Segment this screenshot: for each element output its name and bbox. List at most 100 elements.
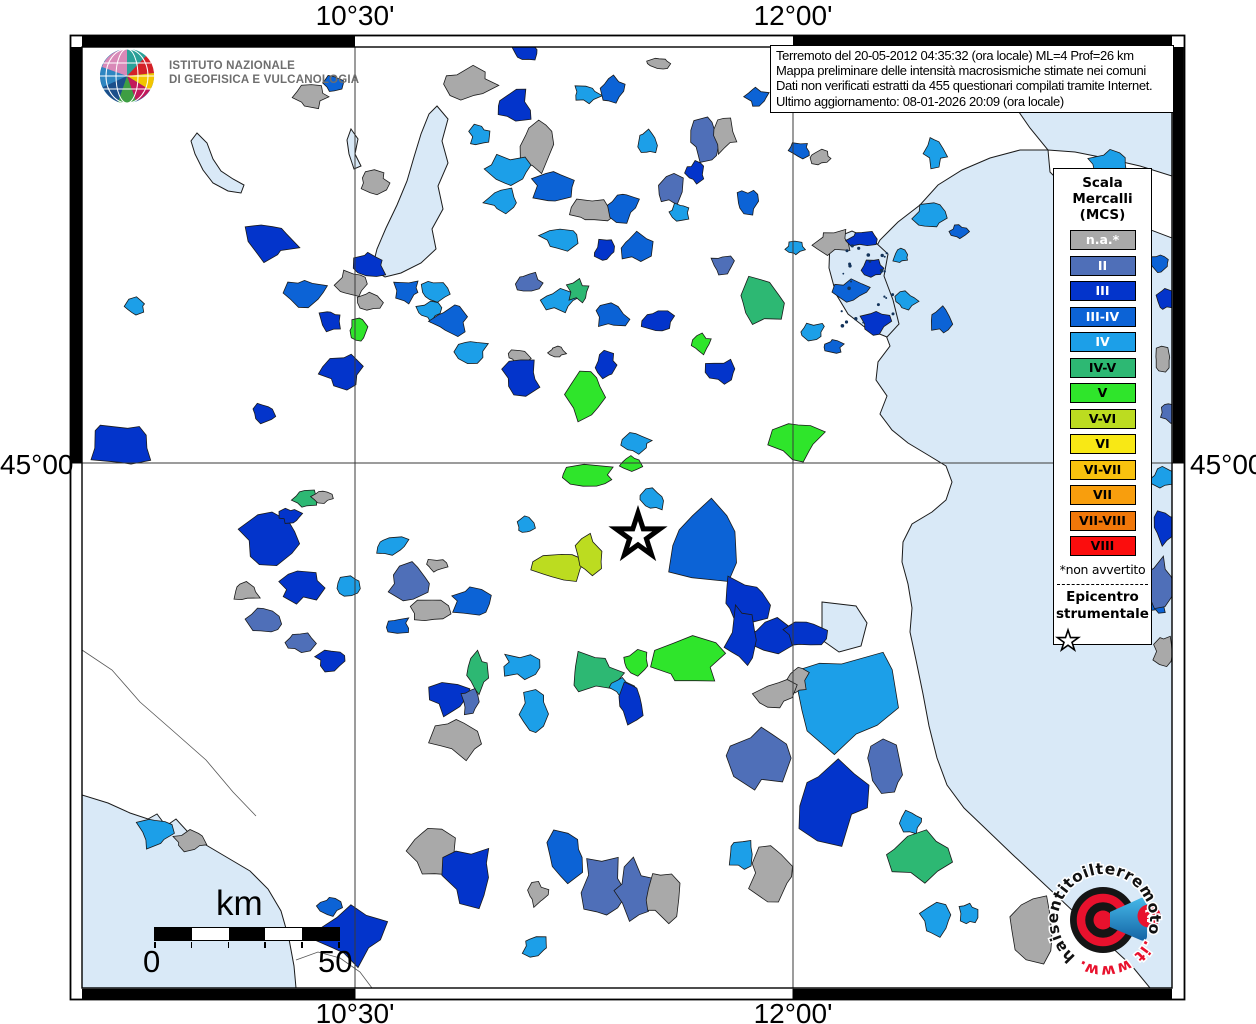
legend-swatch-VI: VI: [1069, 434, 1136, 454]
municipality-polygon: [736, 189, 760, 216]
municipality-polygon: [336, 575, 361, 597]
municipality-polygon: [291, 84, 330, 110]
municipality-polygon: [333, 269, 368, 297]
municipality-polygons: [90, 47, 1172, 969]
municipality-polygon: [1152, 635, 1172, 668]
scale-bar-segments: [154, 927, 340, 941]
municipality-polygon: [349, 317, 369, 342]
municipality-polygon: [501, 359, 541, 397]
municipality-polygon: [684, 159, 705, 185]
municipality-polygon: [453, 341, 490, 365]
municipality-polygon: [574, 532, 603, 577]
municipality-polygon: [844, 230, 878, 247]
municipality-polygon: [441, 847, 490, 910]
municipality-polygon: [595, 302, 631, 328]
municipality-polygon: [428, 682, 471, 718]
municipality-polygon: [521, 936, 547, 958]
municipality-polygon: [620, 230, 654, 262]
region-border: [295, 951, 373, 988]
municipality-polygon: [690, 116, 720, 163]
legend-title: Scala Mercalli (MCS): [1072, 175, 1133, 223]
ingv-logo: ISTITUTO NAZIONALE DI GEOFISICA E VULCAN…: [98, 47, 359, 105]
municipality-polygon: [519, 119, 555, 175]
municipality-polygon: [252, 402, 277, 425]
municipality-polygon: [623, 648, 649, 677]
municipality-polygon: [723, 603, 757, 667]
lon-label-top-left: 10°30': [315, 0, 395, 31]
earthquake-info-box: Terremoto del 20-05-2012 04:35:32 (ora l…: [770, 45, 1174, 113]
municipality-polygon: [607, 193, 640, 224]
question-badge: [1137, 904, 1161, 928]
legend-swatch-VII-VIII: VII-VIII: [1069, 510, 1136, 531]
legend-swatch-II: II: [1069, 255, 1136, 276]
municipality-polygon: [725, 726, 792, 791]
municipality-polygon: [385, 617, 410, 634]
municipality-polygon: [767, 423, 827, 463]
lagoon-islands: [840, 244, 895, 328]
municipality-polygon: [860, 259, 885, 278]
graticule: [82, 47, 1172, 988]
municipality-polygon: [503, 653, 541, 681]
municipality-polygon: [460, 688, 480, 716]
municipality-polygon: [809, 148, 832, 166]
municipality-polygon: [668, 202, 690, 222]
municipality-polygon: [497, 88, 532, 122]
municipality-polygon: [574, 85, 604, 105]
municipality-polygon: [948, 224, 971, 240]
ingv-name-line1: ISTITUTO NAZIONALE: [169, 60, 296, 72]
legend-swatch-IV-V: IV-V: [1069, 357, 1136, 378]
municipality-polygon: [640, 310, 676, 332]
municipality-polygon: [599, 74, 626, 104]
municipality-polygon: [546, 345, 568, 358]
legend-box: Scala Mercalli (MCS) n.a.* II III III-IV IV I…: [1053, 168, 1152, 652]
info-line-data: Dati non verificati estratti da 455 ques…: [776, 78, 1153, 94]
municipality-polygon: [278, 507, 304, 524]
municipality-polygon: [360, 169, 391, 196]
municipality-polygon: [123, 296, 146, 316]
municipality-polygon: [420, 280, 451, 303]
municipality-polygon: [468, 123, 491, 146]
megaphone-cone: [1110, 897, 1147, 941]
municipality-polygon: [613, 856, 657, 923]
municipality-polygon: [580, 856, 628, 916]
municipality-polygon: [918, 901, 952, 938]
municipality-polygon: [530, 553, 587, 582]
municipality-polygon: [428, 719, 482, 762]
municipality-polygon: [740, 275, 785, 326]
municipality-polygon: [352, 251, 387, 277]
municipality-polygon: [958, 902, 979, 925]
municipality-polygon: [728, 840, 753, 870]
municipality-polygon: [922, 137, 949, 170]
ingv-name-line2: DI GEOFISICA E VULCANOLOGIA: [169, 73, 360, 86]
municipality-polygon: [443, 64, 500, 101]
municipality-polygon: [646, 57, 672, 70]
municipality-polygon: [645, 873, 681, 925]
epicenter-star: [608, 504, 668, 562]
municipality-polygon: [511, 47, 538, 61]
legend-swatches: n.a.* II III III-IV IV IV-V V V-VI VI VI-VII VII VI…: [1054, 230, 1151, 556]
lon-label-bottom-right: 12°00': [753, 998, 833, 1024]
municipality-polygon: [290, 489, 318, 508]
municipality-polygon: [593, 238, 615, 261]
municipality-polygon: [594, 349, 618, 380]
municipality-polygon: [244, 224, 301, 264]
municipality-polygon: [859, 310, 893, 336]
haisentitoilterremoto-logo: ? www. haisentitoilterremoto .it: [1038, 853, 1170, 985]
legend-swatch-IV: IV: [1069, 332, 1136, 352]
municipality-polygon: [278, 570, 326, 605]
municipality-polygon: [831, 278, 871, 303]
municipality-polygon: [315, 896, 343, 917]
municipality-polygon: [798, 758, 870, 847]
municipality-polygon: [546, 829, 584, 885]
municipality-polygon: [782, 621, 829, 646]
municipality-polygon: [564, 370, 607, 423]
municipality-polygon: [309, 490, 334, 504]
municipality-polygon: [561, 463, 614, 487]
municipality-polygon: [537, 228, 579, 252]
map-frame: [69, 34, 1186, 1001]
municipality-polygon: [313, 649, 346, 673]
municipality-polygon: [530, 171, 575, 202]
question-mark: ?: [1144, 907, 1154, 927]
municipality-polygon: [514, 271, 544, 292]
